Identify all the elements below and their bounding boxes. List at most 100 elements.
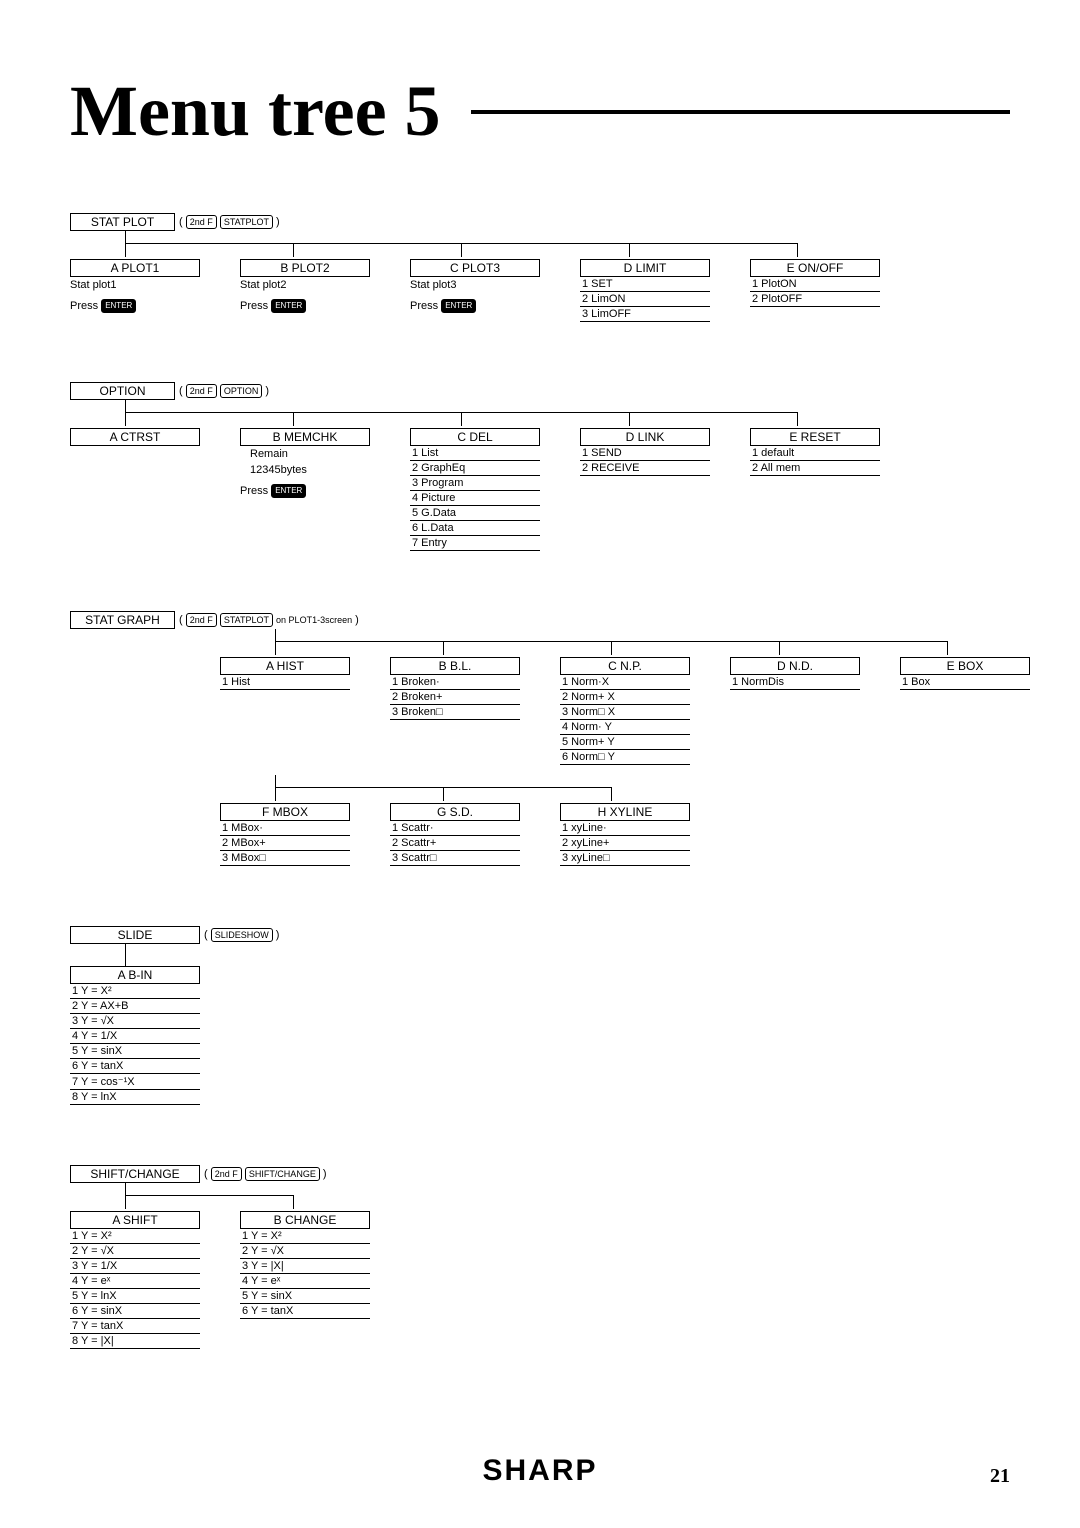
menu-item: 1 MBox· (220, 821, 350, 836)
menu-item: 8 Y = |X| (70, 1334, 200, 1349)
press-hint: Press ENTER (410, 299, 476, 313)
shortcut: ( 2nd F STATPLOT ) (179, 215, 280, 229)
menu-item: 1 Broken· (390, 675, 520, 690)
column-info: Remain (240, 448, 288, 460)
menu-column: E ON/OFF1 PlotON2 PlotOFF (750, 259, 900, 307)
menu-item: 6 Norm□ Y (560, 750, 690, 765)
menu-item: 5 G.Data (410, 506, 540, 521)
key-2ndF-key: 2nd F (186, 613, 217, 627)
menu-column: H XYLINE1 xyLine·2 xyLine+3 xyLine□ (560, 803, 710, 866)
menu-item: 7 Y = cos⁻¹X (70, 1074, 200, 1090)
menu-item: 1 Box (900, 675, 1030, 690)
column-subtext: Stat plot2 (240, 279, 286, 291)
menu-item: 1 PlotON (750, 277, 880, 292)
menu-column: B MEMCHKRemain12345bytesPress ENTER (240, 428, 390, 498)
brand-logo: SHARP (482, 1454, 597, 1487)
menu-column: B B.L.1 Broken·2 Broken+3 Broken□ (390, 657, 540, 720)
menu-item: 1 Y = X² (70, 1229, 200, 1244)
menu-item: 3 Broken□ (390, 705, 520, 720)
menu-column: G S.D.1 Scattr·2 Scattr+3 Scattr□ (390, 803, 540, 866)
menu-column: B PLOT2Stat plot2Press ENTER (240, 259, 390, 313)
press-hint: Press ENTER (240, 484, 306, 498)
key-ENTER-key: ENTER (101, 299, 136, 313)
menu-item: 1 Scattr· (390, 821, 520, 836)
menu-column: F MBOX1 MBox·2 MBox+3 MBox□ (220, 803, 370, 866)
menu-root: SLIDE (70, 926, 200, 944)
column-heading: D N.D. (730, 657, 860, 675)
menu-item: 3 Y = |X| (240, 1259, 370, 1274)
key-2ndF-key: 2nd F (186, 215, 217, 229)
column-heading: B CHANGE (240, 1211, 370, 1229)
menu-item: 5 Y = sinX (70, 1044, 200, 1059)
menu-item: 1 Norm·X (560, 675, 690, 690)
column-heading: A PLOT1 (70, 259, 200, 277)
column-heading: D LIMIT (580, 259, 710, 277)
menu-item: 1 Hist (220, 675, 350, 690)
column-heading: A CTRST (70, 428, 200, 446)
column-heading: A HIST (220, 657, 350, 675)
menu-column: A SHIFT1 Y = X²2 Y = √X3 Y = 1/X4 Y = eˣ… (70, 1211, 220, 1349)
menu-root: SHIFT/CHANGE (70, 1165, 200, 1183)
menu-column: D LIMIT1 SET2 LimON3 LimOFF (580, 259, 730, 322)
title-rule (471, 110, 1010, 114)
menu-column: D LINK1 SEND2 RECEIVE (580, 428, 730, 476)
menu-item: 4 Norm· Y (560, 720, 690, 735)
menu-item: 2 MBox+ (220, 836, 350, 851)
menu-column: A CTRST (70, 428, 220, 446)
press-hint: Press ENTER (70, 299, 136, 313)
menu-item: 6 Y = tanX (70, 1059, 200, 1074)
menu-column: C PLOT3Stat plot3Press ENTER (410, 259, 560, 313)
menu-item: 2 Y = √X (70, 1244, 200, 1259)
column-heading: B MEMCHK (240, 428, 370, 446)
menu-item: 5 Y = lnX (70, 1289, 200, 1304)
menu-item: 4 Y = 1/X (70, 1029, 200, 1044)
menu-item: 3 xyLine□ (560, 851, 690, 866)
menu-item: 1 Y = X² (70, 984, 200, 999)
key-OPTION-key: OPTION (220, 384, 263, 398)
shortcut: ( 2nd F OPTION ) (179, 384, 269, 398)
menu-item: 2 Y = √X (240, 1244, 370, 1259)
menu-item: 2 LimON (580, 292, 710, 307)
column-heading: C DEL (410, 428, 540, 446)
menu-item: 5 Norm+ Y (560, 735, 690, 750)
column-heading: C N.P. (560, 657, 690, 675)
section-statgraph: STAT GRAPH( 2nd F STATPLOT on PLOT1-3scr… (70, 611, 1010, 866)
menu-item: 2 Scattr+ (390, 836, 520, 851)
menu-item: 4 Y = eˣ (70, 1274, 200, 1289)
key-SHIFTCHANGE-key: SHIFT/CHANGE (245, 1167, 320, 1181)
key-2ndF-key: 2nd F (186, 384, 217, 398)
menu-item: 3 Program (410, 476, 540, 491)
key-2ndF-key: 2nd F (211, 1167, 242, 1181)
menu-item: 2 Norm+ X (560, 690, 690, 705)
column-heading: B PLOT2 (240, 259, 370, 277)
section-statplot: STAT PLOT( 2nd F STATPLOT )A PLOT1Stat p… (70, 213, 1010, 322)
menu-item: 1 NormDis (730, 675, 860, 690)
column-heading: D LINK (580, 428, 710, 446)
menu-column: B CHANGE1 Y = X²2 Y = √X3 Y = |X|4 Y = e… (240, 1211, 390, 1319)
column-subtext: Stat plot1 (70, 279, 116, 291)
menu-item: 7 Y = tanX (70, 1319, 200, 1334)
menu-item: 3 Norm□ X (560, 705, 690, 720)
menu-item: 4 Y = eˣ (240, 1274, 370, 1289)
menu-item: 1 default (750, 446, 880, 461)
column-heading: G S.D. (390, 803, 520, 821)
key-ENTER-key: ENTER (271, 299, 306, 313)
menu-item: 3 Y = 1/X (70, 1259, 200, 1274)
menu-item: 2 Broken+ (390, 690, 520, 705)
menu-column: C N.P.1 Norm·X2 Norm+ X3 Norm□ X4 Norm· … (560, 657, 710, 765)
shortcut: ( SLIDESHOW ) (204, 928, 279, 942)
menu-item: 1 SEND (580, 446, 710, 461)
menu-column: E BOX1 Box (900, 657, 1050, 690)
menu-item: 2 RECEIVE (580, 461, 710, 476)
shortcut: ( 2nd F SHIFT/CHANGE ) (204, 1167, 327, 1181)
menu-item: 8 Y = lnX (70, 1090, 200, 1105)
key-SLIDESHOW-key: SLIDESHOW (211, 928, 273, 942)
page-number: 21 (990, 1465, 1010, 1488)
menu-item: 6 Y = tanX (240, 1304, 370, 1319)
menu-item: 4 Picture (410, 491, 540, 506)
page-title: Menu tree 5 (70, 70, 1010, 153)
menu-item: 2 GraphEq (410, 461, 540, 476)
menu-item: 6 Y = sinX (70, 1304, 200, 1319)
menu-item: 3 Scattr□ (390, 851, 520, 866)
section-shiftchange: SHIFT/CHANGE( 2nd F SHIFT/CHANGE )A SHIF… (70, 1165, 1010, 1349)
